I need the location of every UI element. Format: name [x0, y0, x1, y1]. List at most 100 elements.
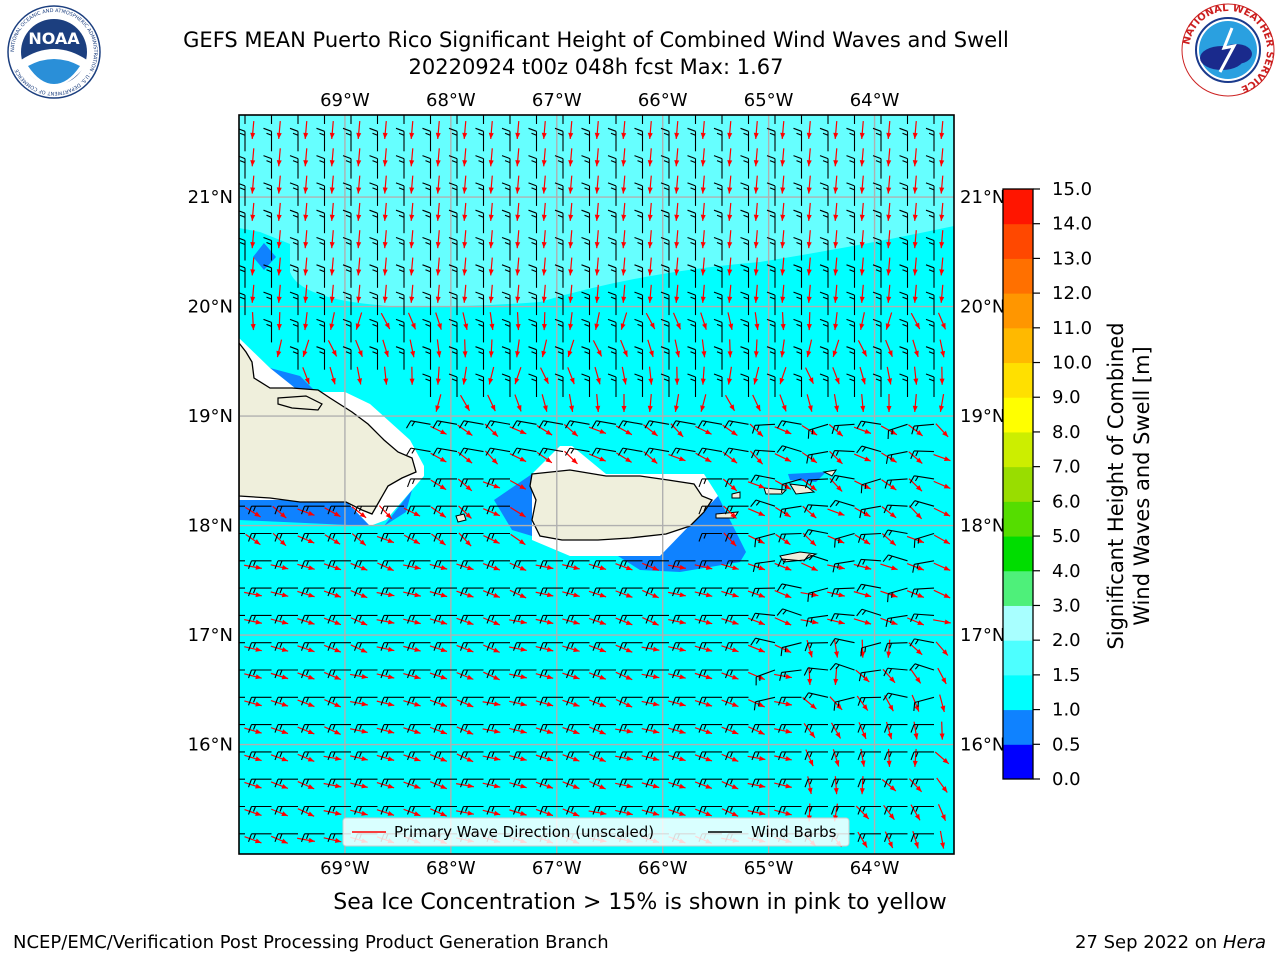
- wave-direction-arrow: [541, 339, 548, 358]
- wave-direction-arrow: [774, 453, 792, 463]
- wind-barb: [687, 291, 697, 316]
- wind-barb: [395, 264, 405, 288]
- wind-barb: [342, 346, 352, 370]
- colorbar-tick-label: 9.0: [1052, 387, 1081, 408]
- wind-barb: [448, 127, 458, 152]
- wave-direction-arrow: [833, 148, 839, 167]
- culebra-island: [731, 491, 741, 499]
- wind-barb: [459, 532, 484, 542]
- wave-direction-arrow: [615, 755, 633, 761]
- wind-barb: [239, 778, 245, 780]
- wave-direction-arrow: [510, 506, 526, 518]
- wind-barb: [830, 450, 855, 459]
- wind-barb: [342, 318, 352, 343]
- wind-barb: [857, 833, 881, 842]
- wave-direction-arrow: [589, 753, 606, 763]
- anegada-island: [822, 469, 838, 477]
- wave-direction-arrow: [509, 562, 527, 572]
- wave-direction-arrow: [857, 831, 868, 848]
- wave-direction-arrow: [939, 694, 946, 713]
- wind-barb: [634, 291, 644, 316]
- wave-direction-arrow: [774, 782, 792, 789]
- virgin-islands: [763, 483, 816, 495]
- wave-direction-arrow: [727, 230, 733, 249]
- wave-direction-arrow: [435, 394, 442, 412]
- wind-barb: [247, 587, 272, 597]
- wind-barb: [819, 373, 829, 397]
- wave-direction-arrow: [881, 452, 897, 463]
- wave-direction-arrow: [376, 646, 395, 652]
- wind-barb: [448, 182, 458, 206]
- wave-direction-arrow: [350, 673, 368, 679]
- wave-direction-arrow: [880, 563, 898, 571]
- lat-label-right: 20°N: [960, 297, 1005, 318]
- lat-label-left: 21°N: [188, 187, 233, 208]
- wave-direction-arrow: [754, 312, 760, 331]
- wave-direction-arrow: [615, 809, 633, 816]
- wave-direction-arrow: [833, 284, 839, 303]
- wind-barb: [406, 751, 431, 761]
- wave-direction-arrow: [429, 591, 448, 598]
- wave-direction-arrow: [303, 257, 309, 276]
- wave-direction-arrow: [456, 617, 474, 626]
- wind-barb: [751, 587, 776, 597]
- wave-direction-arrow: [721, 780, 739, 790]
- wind-barb: [554, 373, 564, 397]
- wind-barb: [925, 155, 935, 179]
- wave-direction-arrow: [250, 175, 256, 194]
- wind-barb: [819, 318, 829, 343]
- wind-barb: [486, 587, 510, 597]
- wave-direction-arrow: [721, 699, 739, 708]
- wave-direction-arrow: [350, 755, 368, 762]
- wave-direction-arrow: [303, 230, 309, 249]
- wave-direction-arrow: [435, 257, 441, 276]
- wind-barb: [872, 373, 882, 397]
- wave-direction-arrow: [912, 257, 918, 276]
- wave-direction-arrow: [780, 339, 786, 358]
- wind-barb: [857, 778, 881, 788]
- wave-direction-arrow: [594, 257, 600, 276]
- wave-direction-arrow: [881, 479, 897, 491]
- wind-barb: [829, 474, 855, 484]
- wave-direction-arrow: [276, 148, 282, 167]
- wave-direction-arrow: [436, 339, 442, 358]
- wave-direction-arrow: [908, 505, 923, 520]
- wave-direction-arrow: [488, 284, 494, 303]
- wind-barb: [607, 236, 617, 261]
- wave-direction-arrow: [802, 505, 817, 519]
- wind-barb: [239, 560, 245, 562]
- wind-barb: [511, 447, 537, 456]
- wave-direction-arrow: [270, 808, 289, 817]
- wind-barb: [512, 696, 537, 706]
- wind-barb: [618, 696, 643, 706]
- wind-barb: [239, 751, 245, 753]
- wind-barb: [380, 642, 404, 651]
- wave-direction-arrow: [270, 618, 289, 625]
- wave-direction-arrow: [324, 699, 341, 708]
- wave-direction-arrow: [244, 564, 262, 570]
- wave-direction-arrow: [747, 508, 766, 517]
- wind-barb: [819, 291, 829, 316]
- wave-direction-arrow: [939, 721, 945, 740]
- wind-barb: [925, 182, 935, 206]
- colorbar-tick-label: 0.0: [1052, 769, 1081, 790]
- wind-barb: [853, 115, 856, 124]
- wave-direction-arrow: [245, 533, 261, 546]
- wave-direction-arrow: [297, 535, 315, 544]
- wave-direction-arrow: [753, 284, 759, 303]
- wave-direction-arrow: [775, 506, 791, 518]
- wind-barb: [475, 346, 485, 370]
- wind-barb: [433, 587, 457, 597]
- wind-barb: [909, 663, 935, 671]
- wave-direction-arrow: [535, 673, 554, 680]
- wind-barb: [909, 500, 935, 508]
- wind-barb: [581, 182, 591, 206]
- wave-direction-arrow: [910, 804, 921, 821]
- wind-barb: [592, 642, 616, 651]
- colorbar-swatch: [1003, 674, 1033, 711]
- wave-direction-arrow: [429, 618, 448, 625]
- wave-direction-arrow: [541, 202, 547, 221]
- wave-direction-arrow: [515, 175, 521, 194]
- wind-barb: [432, 447, 458, 456]
- wave-direction-arrow: [853, 453, 872, 462]
